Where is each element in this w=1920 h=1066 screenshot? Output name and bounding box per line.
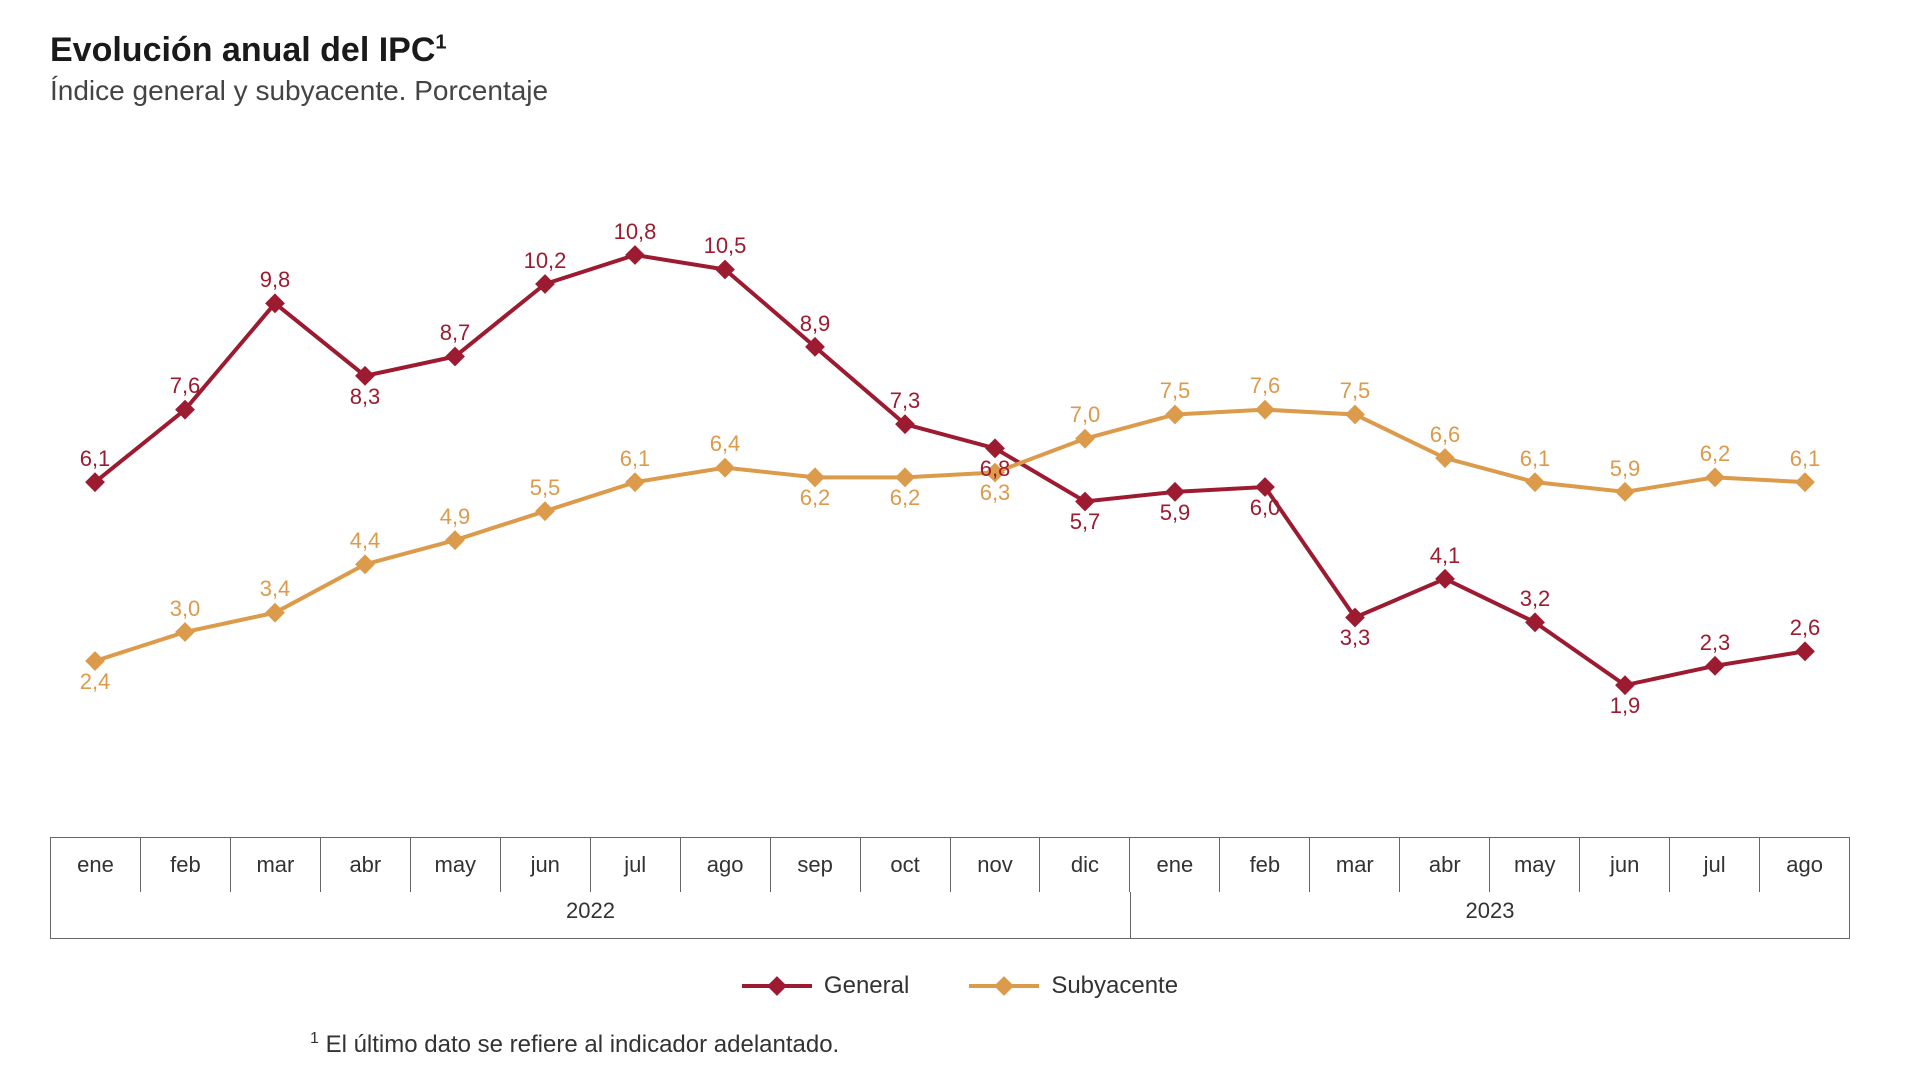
legend-swatch-subyacente <box>969 984 1039 988</box>
legend-item-general: General <box>742 972 909 1000</box>
x-axis-month-label: feb <box>1219 838 1309 892</box>
series-marker-subyacente <box>1075 429 1095 449</box>
x-axis-month-label: mar <box>230 838 320 892</box>
x-axis-month-label: may <box>410 838 500 892</box>
chart-container: Evolución anual del IPC1 Índice general … <box>0 0 1920 1066</box>
x-axis-month-label: mar <box>1309 838 1399 892</box>
series-marker-subyacente <box>1165 404 1185 424</box>
x-axis-month-label: feb <box>140 838 230 892</box>
x-axis-month-label: abr <box>320 838 410 892</box>
series-marker-subyacente <box>1345 404 1365 424</box>
chart-title-text: Evolución anual del IPC <box>50 31 435 69</box>
series-marker-subyacente <box>445 530 465 550</box>
x-axis-months: enefebmarabrmayjunjulagosepoctnovdicenef… <box>50 837 1850 892</box>
series-marker-subyacente <box>1435 448 1455 468</box>
series-marker-general <box>625 245 645 265</box>
legend: General Subyacente <box>50 967 1870 1000</box>
x-axis-month-label: jun <box>500 838 590 892</box>
chart-subtitle: Índice general y subyacente. Porcentaje <box>50 75 1870 107</box>
footnote-text: El último dato se refiere al indicador a… <box>319 1031 839 1058</box>
series-marker-general <box>985 438 1005 458</box>
x-axis-month-label: abr <box>1399 838 1489 892</box>
line-chart-svg <box>50 137 1850 837</box>
series-marker-general <box>1075 491 1095 511</box>
series-marker-general <box>1165 482 1185 502</box>
series-marker-subyacente <box>1525 472 1545 492</box>
series-marker-subyacente <box>715 458 735 478</box>
legend-label-general: General <box>824 972 909 1000</box>
x-axis-month-label: dic <box>1039 838 1129 892</box>
series-line-general <box>95 255 1805 685</box>
x-axis-month-label: sep <box>770 838 860 892</box>
series-marker-subyacente <box>535 501 555 521</box>
plot-area: 6,17,69,88,38,710,210,810,58,97,36,85,75… <box>50 137 1850 837</box>
series-marker-subyacente <box>85 651 105 671</box>
x-axis-years: 20222023 <box>50 892 1850 939</box>
footnote: 1 El último dato se refiere al indicador… <box>50 1030 1870 1059</box>
series-marker-subyacente <box>265 603 285 623</box>
series-marker-subyacente <box>175 622 195 642</box>
x-axis-month-label: ene <box>1129 838 1219 892</box>
x-axis-month-label: jun <box>1579 838 1669 892</box>
x-axis-month-label: oct <box>860 838 950 892</box>
x-axis-year-label: 2022 <box>50 892 1130 939</box>
series-line-subyacente <box>95 409 1805 660</box>
series-marker-subyacente <box>625 472 645 492</box>
chart-title: Evolución anual del IPC1 <box>50 30 1870 71</box>
series-marker-subyacente <box>805 467 825 487</box>
legend-swatch-general <box>742 984 812 988</box>
x-axis-month-label: ene <box>50 838 140 892</box>
footnote-sup: 1 <box>310 1030 319 1047</box>
x-axis-year-label: 2023 <box>1130 892 1850 939</box>
series-marker-general <box>1705 656 1725 676</box>
legend-item-subyacente: Subyacente <box>969 972 1178 1000</box>
x-axis-month-label: jul <box>590 838 680 892</box>
x-axis-month-label: nov <box>950 838 1040 892</box>
series-marker-subyacente <box>1795 472 1815 492</box>
series-marker-subyacente <box>1705 467 1725 487</box>
x-axis-month-label: jul <box>1669 838 1759 892</box>
series-marker-subyacente <box>1615 482 1635 502</box>
series-marker-subyacente <box>1255 400 1275 420</box>
legend-label-subyacente: Subyacente <box>1051 972 1178 1000</box>
x-axis-month-label: ago <box>680 838 770 892</box>
x-axis: enefebmarabrmayjunjulagosepoctnovdicenef… <box>50 837 1850 937</box>
x-axis-month-label: may <box>1489 838 1579 892</box>
series-marker-subyacente <box>985 462 1005 482</box>
series-marker-general <box>1795 641 1815 661</box>
chart-title-sup: 1 <box>435 32 446 54</box>
series-marker-subyacente <box>895 467 915 487</box>
series-marker-subyacente <box>355 554 375 574</box>
series-marker-general <box>1435 569 1455 589</box>
x-axis-month-label: ago <box>1759 838 1850 892</box>
